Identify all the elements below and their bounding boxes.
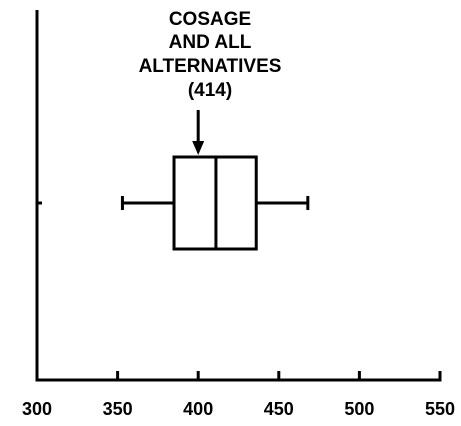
box-and-whiskers [120,155,310,251]
annotation-line: COSAGE [169,9,251,30]
x-axis-ticks: 300 350 400 450 500 550 [22,371,455,419]
x-tick-label: 550 [425,399,455,419]
annotation-line: ALTERNATIVES [139,56,282,77]
annotation-line: (414) [188,80,232,101]
x-tick-label: 300 [22,399,52,419]
annotation-arrow-head [192,141,205,155]
annotation-line: AND ALL [169,32,252,53]
x-tick-label: 500 [344,399,374,419]
x-tick-label: 400 [183,399,213,419]
x-tick-label: 450 [264,399,294,419]
axes [35,10,442,382]
x-tick-label: 350 [103,399,133,419]
